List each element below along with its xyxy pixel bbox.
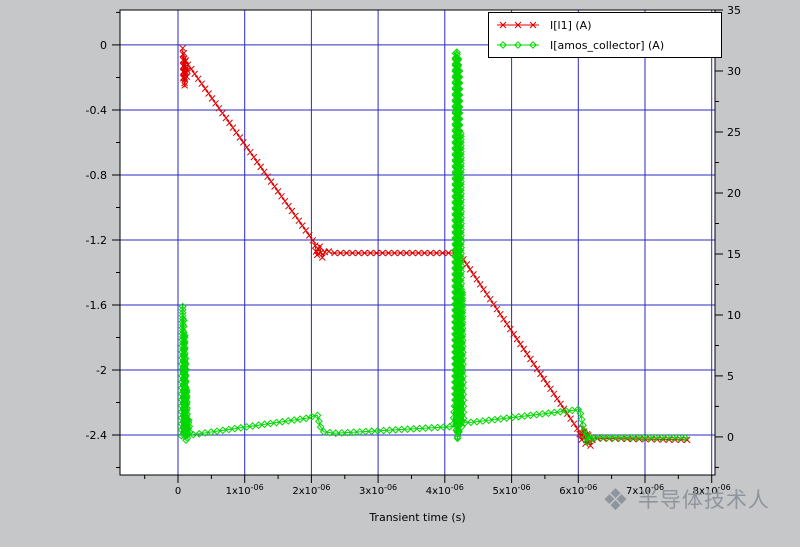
legend-swatch-x-marker-icon [497, 21, 539, 29]
x-axis-label: Transient time (s) [369, 511, 466, 524]
left-tick-label: -0.8 [86, 169, 107, 182]
x-tick-label: 3x10-06 [359, 483, 397, 497]
left-tick-label: -2 [96, 364, 107, 377]
right-tick-label: 5 [727, 370, 734, 383]
x-tick-label: 4x10-06 [426, 483, 464, 497]
legend-label: I[l1] (A) [550, 18, 592, 32]
watermark: ❖ 半导体技术人 [602, 486, 770, 516]
legend-item-series-0[interactable]: I[l1] (A) [495, 17, 715, 33]
x-tick-label: 2x10-06 [292, 483, 330, 497]
watermark-text: 半导体技术人 [637, 488, 770, 513]
right-tick-label: 10 [727, 309, 741, 322]
right-tick-label: 15 [727, 248, 741, 261]
right-tick-label: 20 [727, 187, 741, 200]
left-tick-label: 0 [100, 39, 107, 52]
right-tick-label: 0 [727, 431, 734, 444]
right-tick-label: 25 [727, 126, 741, 139]
x-tick-label: 8x10-06 [693, 483, 731, 497]
right-tick-label: 30 [727, 65, 741, 78]
left-tick-label: -1.2 [86, 234, 107, 247]
plot-area [120, 10, 715, 475]
series-0-markers [179, 44, 691, 450]
legend-item-series-1[interactable]: I[amos_collector] (A) [495, 37, 715, 53]
x-tick-label: 1x10-06 [226, 483, 264, 497]
right-tick-label: 35 [727, 4, 741, 17]
x-tick-label: 5x10-06 [493, 483, 531, 497]
series-1-markers [177, 48, 690, 446]
diamond-cluster-icon: ❖ [602, 483, 629, 518]
x-tick-label: 6x10-06 [559, 483, 597, 497]
legend-label: I[amos_collector] (A) [550, 38, 665, 52]
legend: I[l1] (A) I[amos_collector] (A) [488, 12, 722, 58]
legend-swatch-diamond-marker-icon [497, 41, 539, 49]
x-tick-label: 0 [175, 486, 181, 497]
left-tick-label: -1.6 [86, 299, 107, 312]
left-tick-label: -2.4 [86, 429, 107, 442]
plot-border [119, 9, 716, 476]
x-tick-label: 7x10-06 [626, 483, 664, 497]
left-tick-label: -0.4 [86, 104, 107, 117]
